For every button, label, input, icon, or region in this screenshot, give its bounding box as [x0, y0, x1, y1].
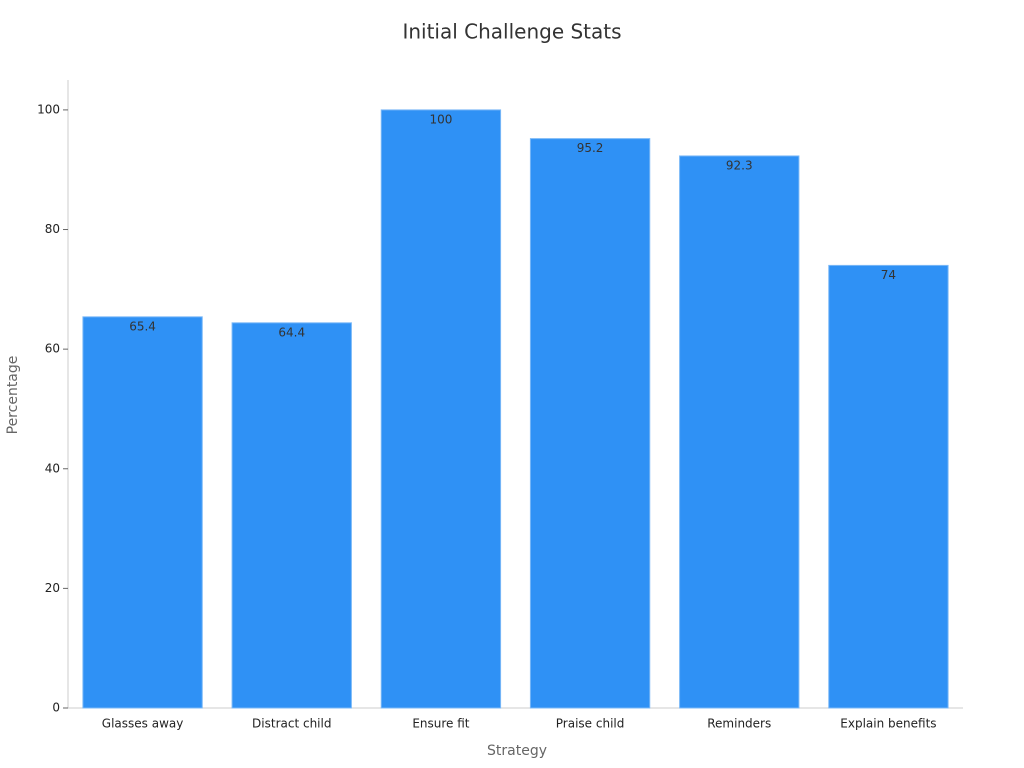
- chart-title: Initial Challenge Stats: [402, 20, 621, 44]
- data-label: 64.4: [278, 325, 305, 339]
- y-tick-label: 60: [45, 342, 60, 356]
- bar: [380, 109, 502, 709]
- y-axis-label: Percentage: [5, 356, 21, 435]
- data-label: 95.2: [577, 141, 604, 155]
- data-label: 92.3: [726, 158, 753, 172]
- bar: [82, 316, 203, 709]
- bar: [828, 264, 949, 709]
- x-tick-label: Ensure fit: [412, 717, 469, 731]
- x-tick-label: Explain benefits: [840, 717, 936, 731]
- data-label: 100: [429, 112, 452, 126]
- x-tick-label: Praise child: [556, 717, 625, 731]
- y-tick-label: 80: [45, 222, 60, 236]
- y-tick-label: 20: [45, 581, 60, 595]
- data-label: 74: [881, 268, 896, 282]
- x-tick-label: Glasses away: [102, 717, 184, 731]
- y-tick-label: 40: [45, 461, 60, 475]
- data-label: 65.4: [129, 319, 156, 333]
- x-tick-label: Distract child: [252, 717, 331, 731]
- x-tick-label: Reminders: [707, 717, 771, 731]
- bar: [231, 322, 352, 709]
- bar: [679, 155, 800, 709]
- x-axis-label: Strategy: [487, 743, 547, 759]
- bar: [529, 138, 651, 709]
- y-tick-label: 100: [37, 102, 60, 116]
- y-tick-label: 0: [52, 701, 60, 715]
